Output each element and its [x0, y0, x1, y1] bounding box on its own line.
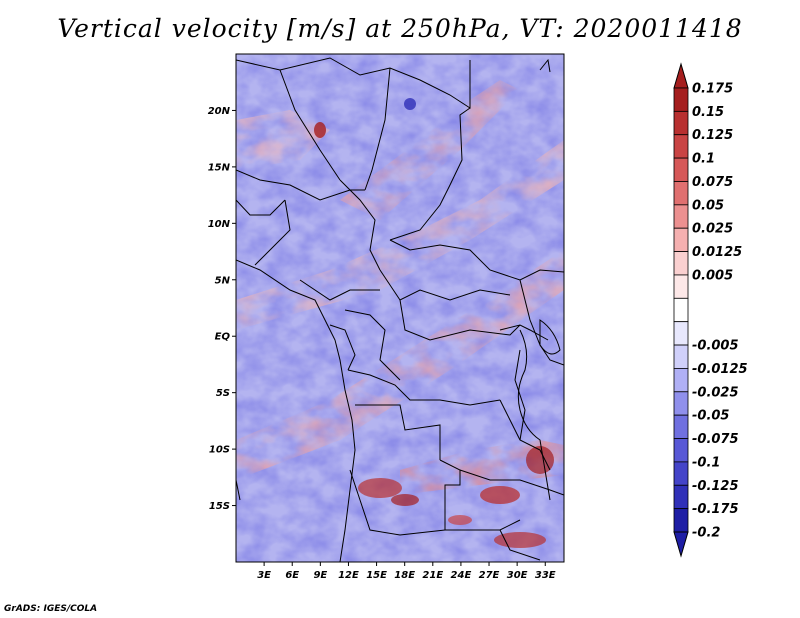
colorbar-label: 0.1: [692, 152, 715, 167]
colorbar-swatch: [673, 461, 689, 486]
colorbar-swatch: [673, 227, 689, 252]
map-frame: [235, 53, 565, 563]
colorbar-swatch: [673, 87, 689, 112]
colorbar-label: 0.075: [692, 175, 733, 190]
lat-tick-label: EQ: [215, 332, 231, 343]
colorbar-swatch: [673, 110, 689, 136]
lon-tick-label: 27E: [479, 570, 500, 581]
colorbar-label: -0.175: [692, 502, 739, 517]
map-title: Vertical velocity [m/s] at 250hPa, VT: 2…: [57, 14, 743, 43]
lat-tick-label: 15N: [208, 162, 231, 173]
ascent-bands: [236, 80, 564, 495]
colorbar-top-arrow: [673, 62, 689, 89]
lat-tick-label: 10N: [208, 219, 231, 230]
lon-tick-label: 9E: [313, 570, 327, 581]
colorbar-bottom-arrow: [673, 531, 689, 558]
vertical-velocity-field: [236, 54, 564, 562]
colorbar-label: 0.0125: [692, 245, 742, 260]
colorbar-swatch: [673, 391, 689, 416]
colorbar-swatch: [673, 157, 689, 182]
colorbar-swatch: [673, 134, 689, 159]
colorbar-label: -0.0125: [692, 362, 748, 377]
colorbar-label: -0.1: [692, 455, 720, 470]
colorbar-swatch: [673, 508, 689, 533]
colorbar-label: -0.075: [692, 432, 739, 447]
colorbar-swatch: [673, 368, 689, 393]
lon-tick-label: 24E: [451, 570, 472, 581]
credit-label: GrADS: IGES/COLA: [4, 604, 98, 614]
map-plot-area: 20N 15N 10N 5N EQ 5S 10S 15S 3E 6E 9E 12E 15E 18E 21E…: [208, 53, 565, 581]
colorbar-label: 0.175: [692, 82, 733, 97]
coastlines: [236, 58, 561, 562]
colorbar-swatch: [673, 181, 689, 206]
lon-tick-label: 3E: [257, 570, 271, 581]
colorbar-label: -0.05: [692, 409, 729, 424]
colorbar-swatch: [673, 321, 689, 346]
colorbar-label: 0.15: [692, 105, 724, 120]
lon-tick-label: 30E: [507, 570, 528, 581]
colorbar-swatch: [673, 204, 689, 229]
colorbar-label: 0.05: [692, 198, 724, 213]
lon-tick-label: 6E: [285, 570, 299, 581]
lat-tick-label: 15S: [209, 501, 230, 512]
lat-tick-label: 20N: [208, 106, 231, 117]
colorbar-swatch: [673, 414, 689, 439]
colorbar-swatch: [673, 297, 689, 323]
colorbar-label: -0.2: [692, 526, 720, 541]
colorbar-label: 0.025: [692, 222, 733, 237]
lon-tick-label: 12E: [338, 570, 359, 581]
lat-tick-label: 5N: [215, 275, 231, 286]
lon-tick-label: 15E: [366, 570, 387, 581]
lon-tick-label: 18E: [394, 570, 415, 581]
colorbar-label: -0.005: [692, 339, 739, 354]
longitude-axis: 3E 6E 9E 12E 15E 18E 21E 24E 27E 30E 33E: [257, 562, 556, 581]
colorbar-label: 0.125: [692, 128, 733, 143]
lat-tick-label: 10S: [209, 445, 230, 456]
lon-tick-label: 21E: [422, 570, 443, 581]
colorbar-swatch: [673, 274, 689, 299]
country-borders: [236, 57, 564, 561]
lon-tick-label: 33E: [535, 570, 556, 581]
colorbar-swatch: [673, 251, 689, 276]
colorbar-label: -0.025: [692, 385, 739, 400]
colorbar-swatch: [673, 344, 689, 369]
colorbar-label: -0.125: [692, 479, 739, 494]
latitude-axis: 20N 15N 10N 5N EQ 5S 10S 15S: [208, 106, 236, 512]
lat-tick-label: 5S: [216, 388, 230, 399]
colorbar-label: 0.005: [692, 268, 733, 283]
colorbar-swatch: [673, 484, 689, 510]
colorbar-swatch: [673, 438, 689, 463]
colorbar: 0.175 0.15 0.125 0.1 0.075 0.05 0.025 0.0125 0.0…: [673, 62, 748, 558]
